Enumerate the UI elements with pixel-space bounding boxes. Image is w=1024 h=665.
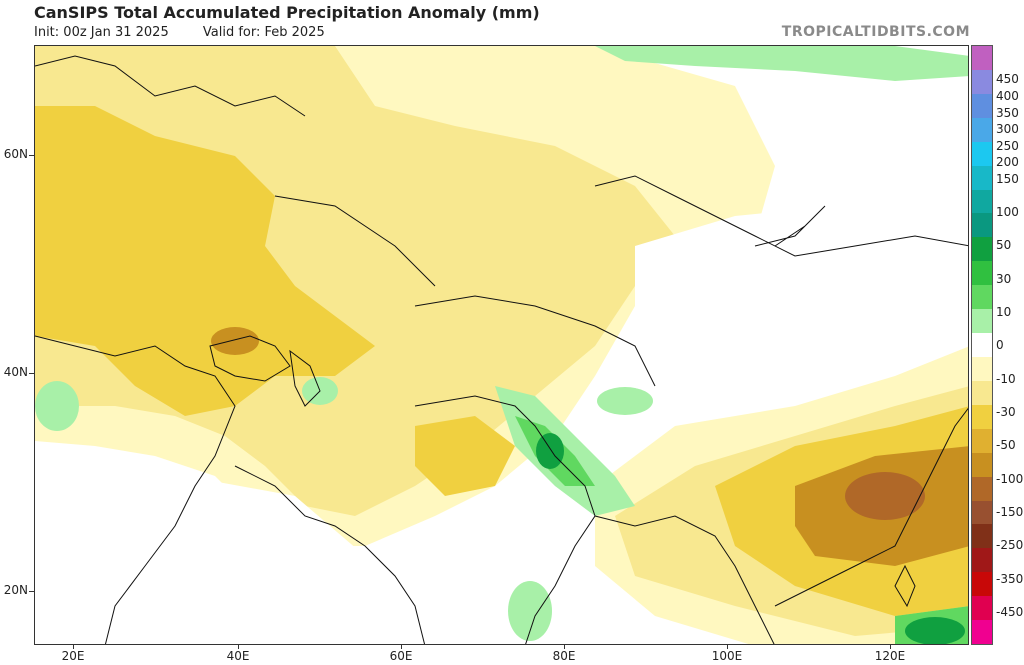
lon-tick-100e — [727, 645, 728, 649]
colorbar-segment — [972, 452, 992, 477]
colorbar-label: 350 — [996, 106, 1019, 120]
colorbar-segment — [972, 476, 992, 501]
colorbar-label: 0 — [996, 338, 1004, 352]
colorbar-segment — [972, 165, 992, 190]
anomaly-wet-light-indian-ocean — [508, 581, 552, 641]
colorbar-segment — [972, 333, 992, 357]
anomaly-neutral-arabia — [115, 476, 453, 644]
colorbar-segment — [972, 213, 992, 238]
anomaly-wet-light-tibet — [597, 387, 653, 415]
lon-tick-80e — [564, 645, 565, 649]
lat-tick-20n — [29, 591, 34, 592]
lat-tick-40n — [29, 373, 34, 374]
colorbar-label: 50 — [996, 238, 1012, 252]
colorbar-segment — [972, 189, 992, 214]
lon-label-120e: 120E — [874, 649, 906, 663]
anomaly-neutral-india — [455, 516, 595, 644]
colorbar-label: 300 — [996, 122, 1019, 136]
lon-tick-20e — [73, 645, 74, 649]
lon-label-80e: 80E — [552, 649, 576, 663]
anomaly-wet-light-arctic — [595, 46, 968, 81]
colorbar-label: 10 — [996, 305, 1012, 319]
colorbar-label: -250 — [996, 538, 1024, 552]
colorbar-label: 100 — [996, 205, 1019, 219]
colorbar-label: 400 — [996, 89, 1019, 103]
colorbar-segment — [972, 404, 992, 429]
lat-tick-60n — [29, 155, 34, 156]
colorbar-label: -450 — [996, 605, 1024, 619]
colorbar-segment — [972, 380, 992, 405]
anomaly-wet-strong-philippines — [905, 617, 965, 644]
anomaly-dry-strong-west — [35, 106, 375, 416]
lon-tick-60e — [401, 645, 402, 649]
anomaly-neutral-mongolia — [615, 206, 968, 406]
colorbar-segment — [972, 261, 992, 286]
colorbar-label: -150 — [996, 505, 1024, 519]
colorbar-label: 450 — [996, 72, 1019, 86]
colorbar-segment — [972, 117, 992, 142]
colorbar-segment — [972, 69, 992, 94]
anomaly-dry-strong-central — [415, 416, 515, 496]
subtitle: Init: 00z Jan 31 2025 Valid for: Feb 202… — [34, 25, 325, 40]
lat-label-40n: 40N — [3, 365, 28, 379]
colorbar-segment — [972, 596, 992, 621]
lon-tick-40e — [238, 645, 239, 649]
precipitation-anomaly-map — [34, 45, 969, 645]
anomaly-wet-light-west — [35, 381, 79, 431]
colorbar-segment — [972, 428, 992, 453]
colorbar-label: 30 — [996, 272, 1012, 286]
colorbar-segment — [972, 572, 992, 597]
colorbar-label: -30 — [996, 405, 1016, 419]
lat-label-20n: 20N — [3, 583, 28, 597]
colorbar-segment — [972, 237, 992, 262]
colorbar-segment — [972, 285, 992, 310]
colorbar-segment — [972, 356, 992, 381]
colorbar-segment — [972, 309, 992, 334]
lon-label-60e: 60E — [389, 649, 413, 663]
colorbar-label: 200 — [996, 155, 1019, 169]
anomaly-dry-extreme-china — [845, 472, 925, 520]
colorbar-segment — [972, 500, 992, 525]
colorbar-label: 150 — [996, 172, 1019, 186]
lat-label-60n: 60N — [3, 147, 28, 161]
coastlines — [35, 55, 968, 644]
lon-label-20e: 20E — [61, 649, 85, 663]
map-title: CanSIPS Total Accumulated Precipitation … — [34, 3, 540, 22]
valid-time: Valid for: Feb 2025 — [202, 25, 325, 40]
colorbar-label: -50 — [996, 438, 1016, 452]
colorbar-segment — [972, 141, 992, 166]
colorbar-label: -100 — [996, 472, 1024, 486]
lon-tick-120e — [890, 645, 891, 649]
colorbar-segment — [972, 620, 992, 645]
colorbar-segment — [972, 548, 992, 573]
anomaly-wet-strong-himalaya — [536, 433, 564, 469]
colorbar-label: -10 — [996, 372, 1016, 386]
colorbar-segment — [972, 93, 992, 118]
colorbar-label: -350 — [996, 572, 1024, 586]
colorbar — [971, 45, 993, 645]
lon-label-40e: 40E — [226, 649, 250, 663]
anomaly-dry-heavy-caucasus — [211, 327, 259, 355]
init-time: Init: 00z Jan 31 2025 — [34, 25, 169, 40]
map-canvas — [35, 46, 968, 644]
watermark: TROPICALTIDBITS.COM — [781, 24, 970, 40]
colorbar-segment — [972, 46, 992, 70]
lon-label-100e: 100E — [711, 649, 743, 663]
colorbar-label: 250 — [996, 139, 1019, 153]
colorbar-segment — [972, 524, 992, 549]
